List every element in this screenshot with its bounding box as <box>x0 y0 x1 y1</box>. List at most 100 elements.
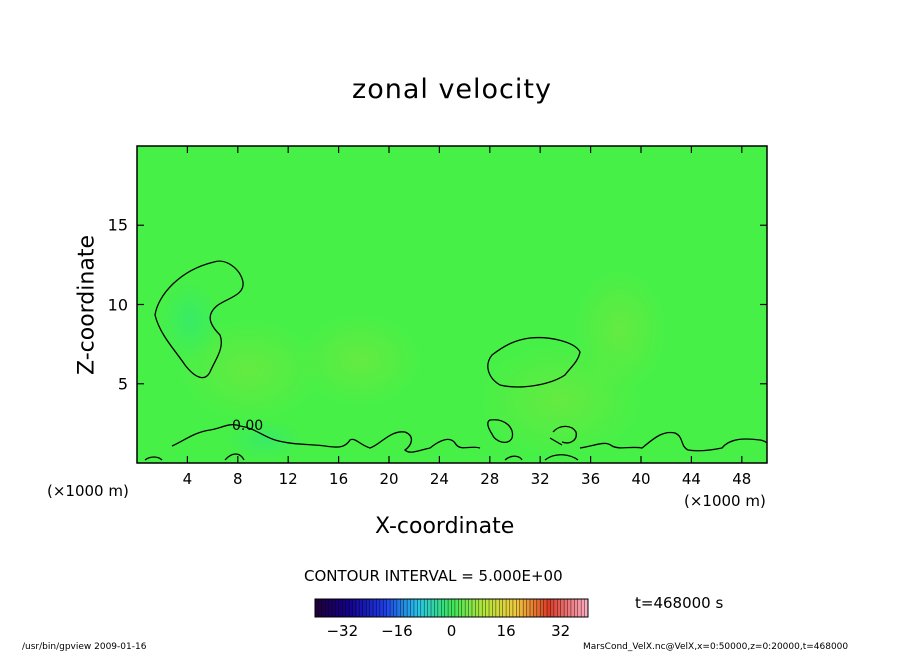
colorbar-cell <box>410 599 415 617</box>
colorbar-cell <box>478 599 483 617</box>
colorbar-cell <box>352 599 357 617</box>
x-tick-label: 24 <box>429 470 449 488</box>
x-unit-label-left: (×1000 m) <box>47 482 129 500</box>
colorbar-cell <box>485 599 490 617</box>
colorbar-cell <box>359 599 364 617</box>
colorbar-cell <box>526 599 531 617</box>
colorbar-cell <box>533 599 538 617</box>
colorbar-cell <box>581 599 586 617</box>
colorbar-cell <box>516 599 521 617</box>
colorbar-cell <box>495 599 500 617</box>
colorbar-cell <box>451 599 456 617</box>
colorbar-cell <box>369 599 374 617</box>
colorbar-cell <box>338 599 343 617</box>
contour-lines <box>144 260 767 461</box>
colorbar-cell <box>328 599 333 617</box>
colorbar-cell <box>444 599 449 617</box>
x-tick-label: 28 <box>480 470 500 488</box>
x-tick-label: 44 <box>681 470 701 488</box>
x-tick-label: 4 <box>182 470 193 488</box>
x-tick-label: 16 <box>329 470 349 488</box>
colorbar-cell <box>492 599 497 617</box>
colorbar-cell <box>519 599 524 617</box>
colorbar-cell <box>570 599 575 617</box>
time-label: t=468000 s <box>635 594 724 612</box>
x-tick-label: 36 <box>581 470 601 488</box>
y-tick-label: 5 <box>117 374 128 394</box>
field-blotch <box>225 420 305 460</box>
colorbar-cell <box>315 599 319 617</box>
colorbar-cell <box>523 599 528 617</box>
contour-bottom-band <box>171 424 481 453</box>
colorbar-cell <box>458 599 463 617</box>
colorbar-cell <box>461 599 466 617</box>
colorbar-cell <box>550 599 555 617</box>
colorbar-tick-label: 16 <box>496 622 516 640</box>
colorbar-cell <box>475 599 480 617</box>
colorbar-cell <box>318 599 323 617</box>
field-blotch <box>180 320 320 420</box>
colorbar-cell <box>560 599 565 617</box>
colorbar-tick-label: −16 <box>381 622 413 640</box>
colorbar-cell <box>448 599 452 617</box>
colorbar-cell <box>379 599 384 617</box>
colorbar-cell <box>403 599 408 617</box>
colorbar-cell <box>547 599 551 617</box>
colorbar-cell <box>427 599 432 617</box>
colorbar-cell <box>509 599 514 617</box>
x-tick-label: 20 <box>379 470 399 488</box>
colorbar-cell <box>407 599 412 617</box>
colorbar-tick-label: −32 <box>326 622 359 640</box>
contour-bump <box>549 437 563 446</box>
colorbar-cell <box>567 599 572 617</box>
footer-right: MarsCond_VelX.nc@VelX,x=0:50000,z=0:2000… <box>583 642 849 652</box>
colorbar-cell <box>321 599 326 617</box>
contour-bump <box>487 419 514 444</box>
colorbar-cell <box>465 599 470 617</box>
colorbar-frame <box>314 598 589 618</box>
x-axis-label: X-coordinate <box>375 514 515 539</box>
contour-interval-text: CONTOUR INTERVAL = 5.000E+00 <box>304 567 563 585</box>
chart-title: zonal velocity <box>352 74 552 105</box>
x-tick-label: 8 <box>233 470 243 488</box>
y-tick-label: 15 <box>107 215 128 235</box>
colorbar <box>314 598 589 618</box>
x-tick-label: 32 <box>530 470 550 488</box>
colorbar-cell <box>482 599 487 617</box>
contour-right-band <box>579 431 767 452</box>
colorbar-cell <box>383 599 388 617</box>
colorbar-cell <box>540 599 545 617</box>
colorbar-cell <box>345 599 350 617</box>
field-blotch <box>300 315 420 405</box>
colorbar-cell <box>536 599 541 617</box>
field-shading <box>160 270 665 460</box>
colorbar-cell <box>584 599 589 617</box>
colorbar-cell <box>543 599 548 617</box>
colorbar-cell <box>366 599 371 617</box>
colorbar-cell <box>471 599 476 617</box>
colorbar-cell <box>396 599 401 617</box>
contour-mid-right <box>487 336 581 388</box>
colorbar-cell <box>506 599 511 617</box>
colorbar-cell <box>390 599 394 617</box>
contour-upper-left <box>154 260 244 379</box>
colorbar-cell <box>454 599 459 617</box>
colorbar-cell <box>335 599 340 617</box>
x-unit-label-right: (×1000 m) <box>684 492 766 510</box>
colorbar-cell <box>355 599 360 617</box>
colorbar-cell <box>564 599 569 617</box>
field-blotch <box>160 280 220 360</box>
colorbar-tick-label: 0 <box>446 622 457 640</box>
y-tick-label: 10 <box>107 295 128 314</box>
colorbar-cell <box>468 599 473 617</box>
colorbar-cell <box>413 599 418 617</box>
contour-floor <box>144 453 579 461</box>
colorbar-cell <box>577 599 582 617</box>
colorbar-cell <box>393 599 398 617</box>
colorbar-cell <box>349 599 354 617</box>
contour-value-label: 0.00 <box>232 418 264 434</box>
colorbar-cell <box>332 599 336 617</box>
colorbar-cell <box>489 599 493 617</box>
colorbar-cell <box>373 599 377 617</box>
colorbar-cell <box>431 599 435 617</box>
